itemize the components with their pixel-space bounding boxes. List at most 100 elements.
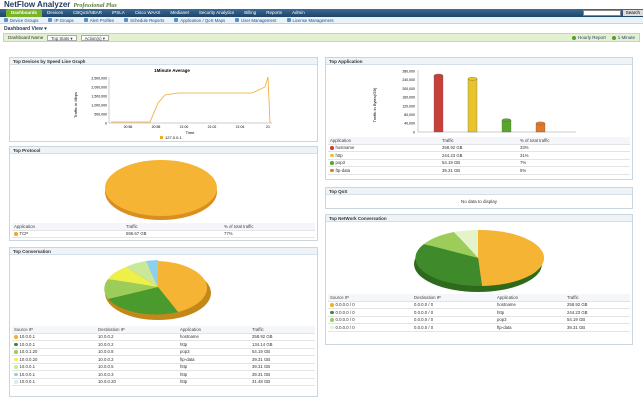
subnav-schedule-reports[interactable]: Schedule Reports [124,18,164,23]
app-logo: NetFlow Analyzer Professional Plus [4,0,117,9]
main-tabs: Dashboards Devices CBQoS/NBAR IPSLA Cisc… [0,9,643,17]
legend-dot [330,310,334,314]
table-row[interactable]: 10.0.0.20 10.0.0.2 ftp-data 39.31 GB [12,356,315,364]
table-row[interactable]: http 244.23 GB 31% [328,152,630,160]
app-header: NetFlow Analyzer Professional Plus [0,0,643,9]
tab-reports[interactable]: Reports [266,10,282,15]
legend-dot [330,318,334,322]
tab-cbqos[interactable]: CBQoS/NBAR [73,10,103,15]
y-tick-label: 240,000 [402,78,415,82]
pie-slice-pop3 [424,232,478,258]
y-tick-label: 1,000,000 [91,104,107,108]
bar-hostname [433,75,444,133]
table-row[interactable]: 10.0.0.1 10.0.0.3 http 39.31 GB [12,371,315,379]
table-row[interactable]: 0.0.0.0 / 0 0.0.0.0 / 0 http 244.23 GB [328,309,630,317]
ip-groups-icon [48,18,53,22]
pie-slice-http-2 [126,261,158,287]
y-tick-label: 2,000,000 [91,86,107,90]
y-axis-label: Traffic in Mbps [73,92,78,118]
legend-dot [330,161,334,165]
search-button[interactable]: Search [622,10,643,16]
subnav-license-management[interactable]: License Management [286,18,334,23]
table-row[interactable]: TCP 596.67 GB 77% [12,231,315,238]
y-tick-label: 0 [413,130,415,134]
pie-slice-hostname [158,261,208,312]
legend-dot [14,232,18,236]
y-tick-label: 500,000 [94,113,107,117]
tab-devices[interactable]: Devices [47,10,64,15]
interval-select[interactable]: 1 Minute [611,35,635,40]
sub-navigation: Device Groups IP Groups Alert Profiles S… [0,17,643,24]
table-row[interactable]: 0.0.0.0 / 0 0.0.0.0 / 0 ftp-data 39.31 GB [328,324,630,332]
x-tick-label: 20:56 [124,125,133,129]
protocol-pie-chart [105,160,217,220]
dashboard-title[interactable]: Dashboard View ▾ [4,25,47,32]
tab-medianet[interactable]: Medianet [170,10,189,15]
table-row[interactable]: hostname 258.92 GB 33% [328,145,630,152]
panel-top-devices-speed: Top Devices by Speed Line Graph 1Minute … [9,57,318,142]
subnav-ip-groups[interactable]: IP Groups [48,18,74,23]
bar-top-http [467,77,478,81]
pie-slice-pop3 [104,279,158,299]
y-tick-label: 80,000 [404,113,415,117]
table-row[interactable]: 10.0.0.1 10.0.0.5 http 39.31 GB [12,364,315,371]
legend-dot [14,365,18,369]
tab-cisco-waas[interactable]: Cisco WAAS [134,10,161,15]
subnav-user-management[interactable]: User Management [235,18,277,23]
tab-security-analytics[interactable]: Security Analytics [198,10,235,15]
table-row[interactable]: 10.0.1.20 10.0.0.8 pop3 54.19 GB [12,349,315,356]
dashboard-select[interactable]: Top Stats ▾ [47,34,77,41]
user-icon [235,18,240,22]
y-tick-label: 2,500,000 [91,77,107,81]
report-icon [571,35,576,40]
legend-dot [330,325,334,329]
legend-dot [330,146,334,150]
subnav-device-groups[interactable]: Device Groups [4,18,38,23]
x-tick-label: 20:58 [152,125,161,129]
action-select[interactable]: Action(s) ▾ [80,34,109,41]
pie-slice-http [415,244,482,287]
legend-dot [14,335,18,339]
protocol-table: Application Traffic% of total traffic TCP… [12,223,315,238]
speed-line-chart: 1Minute Average Traffic in Mbps 2,500,00… [73,68,272,140]
app-name: NetFlow Analyzer [4,0,71,9]
tab-admin[interactable]: Admin [291,10,305,15]
alert-icon [83,18,88,22]
table-row[interactable]: 10.0.0.1 10.0.0.20 http 31.48 GB [12,379,315,386]
table-row[interactable]: pop3 54.19 GB 7% [328,160,630,167]
subnav-alert-profiles[interactable]: Alert Profiles [83,18,114,23]
hourly-report-link[interactable]: Hourly Report [571,35,606,40]
panel-top-conversation: Top Conversation Source IP Destination IP… [9,247,318,397]
calendar-icon [124,18,129,22]
qos-empty-message: No data to display [460,199,498,204]
y-tick-label: 280,000 [402,70,415,74]
table-row[interactable]: 0.0.0.0 / 0 0.0.0.0 / 0 pop3 54.19 GB [328,317,630,324]
tab-billing[interactable]: Billing [244,10,257,15]
table-row[interactable]: 10.0.0.1 10.0.0.2 hostname 258.92 GB [12,334,315,341]
x-tick-label: 21 [266,125,270,129]
table-row[interactable]: 0.0.0.0 / 0 0.0.0.0 / 0 hostname 258.92 GB [328,302,630,309]
network-table: Source IP Destination IP Application Traffi… [328,294,630,332]
pie-slice-http-3 [146,260,158,287]
y-tick-label: 160,000 [402,96,415,100]
subnav-qos-maps[interactable]: Application / QoS Maps [174,18,225,23]
y-tick-label: 40,000 [404,122,415,126]
bar-top-ftp-data [535,121,546,126]
device-groups-icon [4,18,8,22]
tab-dashboards[interactable]: Dashboards [6,9,43,17]
legend-dot [330,153,334,157]
legend-label: 127.0.0.1 [165,135,182,140]
panel-title: Top NetWork Conversation [326,215,632,222]
search-input[interactable] [582,10,621,16]
tab-ipsla[interactable]: IPSLA [112,10,125,15]
panel-top-network-conversation: Top NetWork Conversation Source IP Destin… [325,214,633,345]
pie-slice-tcp [105,160,217,216]
table-row[interactable]: 10.0.0.1 10.0.0.2 http 134.14 GB [12,341,315,349]
y-tick-label: 0 [105,122,107,126]
license-icon [286,18,291,22]
pie-slice-ftp-data [108,267,158,287]
dashboard-controls: Dashboard Name Top Stats ▾ Action(s) ▾ H… [3,33,640,42]
table-row[interactable]: ftp-data 39.31 GB 5% [328,167,630,175]
panel-top-protocol: Top Protocol Application Traffic% of tota… [9,146,318,241]
y-axis-label: Traffic in Bytes(GB) [372,87,377,122]
